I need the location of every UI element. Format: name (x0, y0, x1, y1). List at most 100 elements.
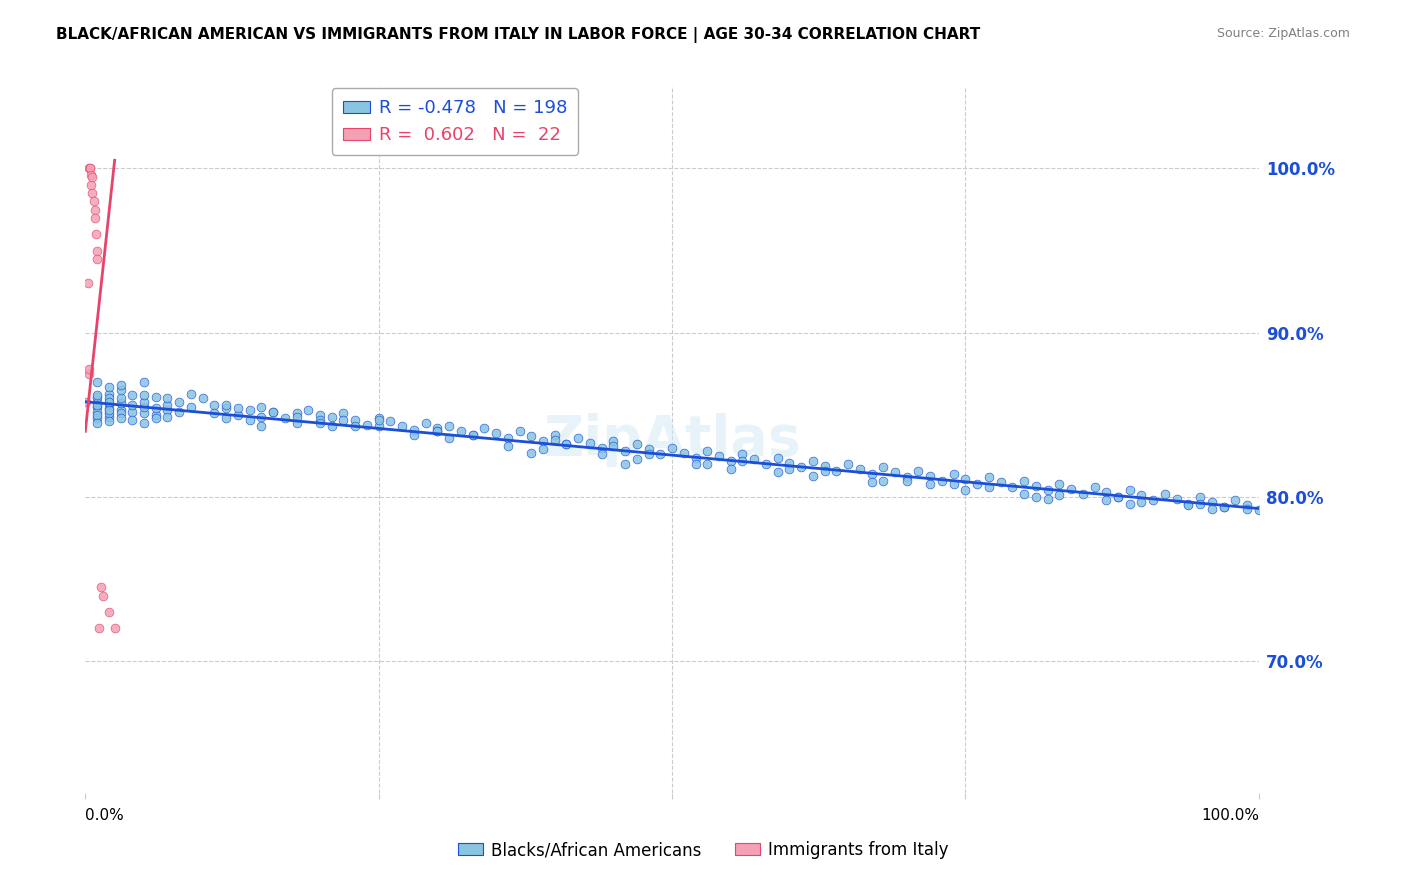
Point (766, 466, 789, 480)
Text: 100.0%: 100.0% (1201, 808, 1258, 823)
Point (778, 462, 800, 476)
Point (907, 464, 929, 478)
Point (86, 400, 108, 414)
Point (731, 454, 754, 468)
Point (89, 622, 111, 636)
Point (344, 413, 367, 427)
Point (955, 483, 977, 498)
Point (202, 406, 225, 420)
Point (145, 401, 167, 416)
Point (508, 425, 530, 439)
Point (977, 470, 1000, 484)
Point (1247, 503, 1270, 517)
Point (544, 427, 567, 442)
Point (391, 419, 413, 434)
Point (1130, 488, 1153, 502)
Point (437, 419, 460, 434)
Point (97, 406, 120, 420)
Point (191, 392, 214, 406)
Point (1060, 482, 1083, 496)
Point (402, 423, 425, 437)
Point (450, 425, 472, 439)
Point (97, 414, 120, 428)
Point (1142, 493, 1164, 508)
Point (661, 441, 683, 455)
Point (1107, 490, 1129, 504)
Legend: Blacks/African Americans, Immigrants from Italy: Blacks/African Americans, Immigrants fro… (451, 835, 955, 866)
Text: 0.0%: 0.0% (86, 808, 124, 823)
Point (79, 161, 101, 176)
Point (226, 401, 249, 416)
Point (309, 408, 332, 422)
Point (1201, 501, 1223, 516)
Point (1201, 495, 1223, 509)
Point (614, 444, 637, 458)
Point (86, 398, 108, 412)
Point (132, 394, 155, 409)
Point (1036, 491, 1059, 506)
Point (496, 431, 519, 445)
Point (626, 437, 648, 451)
Point (778, 456, 800, 470)
Point (97, 409, 120, 424)
Point (344, 419, 367, 434)
Point (250, 409, 273, 424)
Point (1177, 498, 1199, 512)
Point (332, 406, 354, 420)
Point (180, 386, 202, 401)
Point (167, 404, 190, 418)
Point (579, 435, 602, 450)
Point (977, 480, 1000, 494)
Point (1225, 493, 1247, 508)
Point (461, 427, 484, 442)
Point (132, 416, 155, 430)
Point (884, 466, 907, 480)
Point (801, 454, 824, 468)
Point (567, 431, 589, 445)
Point (321, 419, 343, 434)
Point (356, 417, 378, 432)
Point (82, 186, 104, 201)
Point (262, 404, 284, 418)
Point (274, 411, 297, 425)
Point (86, 394, 108, 409)
Point (415, 416, 437, 430)
Point (84, 227, 107, 242)
Point (156, 392, 179, 406)
Point (367, 419, 389, 434)
Point (156, 403, 179, 417)
Point (520, 429, 543, 443)
Point (285, 409, 308, 424)
Point (132, 400, 155, 414)
Point (76, 394, 98, 409)
Point (637, 447, 659, 461)
Point (1189, 497, 1212, 511)
Point (80, 168, 103, 182)
Point (1095, 493, 1118, 508)
Point (1047, 488, 1070, 502)
Point (707, 449, 730, 463)
Point (104, 622, 127, 636)
Point (380, 414, 402, 428)
Point (86, 416, 108, 430)
Point (82, 169, 104, 184)
Point (77, 362, 100, 376)
Point (297, 403, 319, 417)
Point (849, 462, 872, 476)
Point (1236, 498, 1258, 512)
Point (83, 194, 105, 209)
Point (813, 458, 835, 473)
Point (766, 450, 789, 465)
Point (285, 416, 308, 430)
Point (801, 468, 824, 483)
Point (77, 367, 100, 381)
Point (77, 161, 100, 176)
Point (367, 411, 389, 425)
Point (79, 161, 101, 176)
Point (1012, 474, 1035, 488)
Point (1154, 487, 1177, 501)
Point (637, 442, 659, 457)
Point (145, 408, 167, 422)
Point (97, 403, 120, 417)
Point (321, 409, 343, 424)
